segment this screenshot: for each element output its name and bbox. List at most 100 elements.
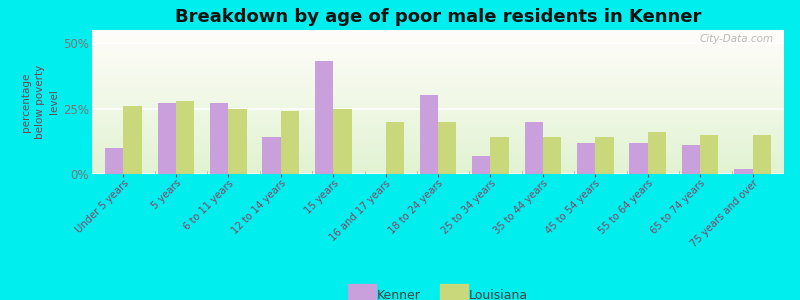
Bar <box>92 63 784 64</box>
Bar <box>176 101 194 174</box>
Bar <box>92 41 784 43</box>
Bar <box>92 125 784 127</box>
Bar <box>525 122 543 174</box>
Bar <box>92 164 784 165</box>
Bar <box>543 137 561 174</box>
Title: Breakdown by age of poor male residents in Kenner: Breakdown by age of poor male residents … <box>175 8 701 26</box>
Bar <box>92 53 784 55</box>
Legend: Kenner, Louisiana: Kenner, Louisiana <box>343 284 533 300</box>
Bar <box>92 144 784 145</box>
Bar <box>92 79 784 80</box>
Bar <box>92 112 784 113</box>
Bar <box>123 106 142 174</box>
Bar <box>92 70 784 72</box>
Bar <box>92 152 784 154</box>
Bar <box>92 116 784 118</box>
Bar <box>92 59 784 60</box>
Bar <box>92 170 784 171</box>
Bar <box>92 80 784 82</box>
Bar <box>92 95 784 96</box>
Bar <box>92 155 784 157</box>
Bar <box>92 52 784 53</box>
Bar <box>92 106 784 108</box>
Bar <box>92 158 784 160</box>
Bar <box>700 135 718 174</box>
Bar <box>92 161 784 163</box>
Bar <box>92 132 784 134</box>
Bar <box>92 76 784 77</box>
Bar <box>92 62 784 63</box>
Bar <box>92 33 784 34</box>
Bar <box>92 55 784 56</box>
Bar <box>92 47 784 49</box>
Bar <box>92 93 784 95</box>
Bar <box>92 148 784 149</box>
Bar <box>92 69 784 70</box>
Bar <box>92 75 784 76</box>
Bar <box>333 109 351 174</box>
Bar <box>92 57 784 59</box>
Bar <box>92 131 784 132</box>
Bar <box>92 98 784 99</box>
Bar <box>92 60 784 62</box>
Bar <box>753 135 771 174</box>
Bar <box>92 103 784 105</box>
Bar <box>92 86 784 88</box>
Bar <box>92 135 784 136</box>
Bar <box>92 171 784 172</box>
Bar <box>92 43 784 44</box>
Bar <box>92 157 784 158</box>
Bar <box>92 145 784 147</box>
Bar <box>92 49 784 50</box>
Bar <box>92 141 784 142</box>
Bar <box>92 99 784 100</box>
Bar <box>92 89 784 91</box>
Bar <box>92 105 784 106</box>
Bar <box>92 77 784 79</box>
Bar <box>92 73 784 75</box>
Bar <box>92 167 784 168</box>
Bar <box>92 30 784 31</box>
Bar <box>92 151 784 152</box>
Bar <box>315 61 333 174</box>
Bar <box>92 124 784 125</box>
Bar <box>92 122 784 124</box>
Bar <box>92 82 784 83</box>
Bar <box>420 95 438 174</box>
Y-axis label: percentage
below poverty
level: percentage below poverty level <box>21 65 59 139</box>
Bar <box>262 137 281 174</box>
Bar <box>92 168 784 170</box>
Bar <box>281 111 299 174</box>
Bar <box>92 154 784 155</box>
Bar <box>92 108 784 109</box>
Bar <box>92 109 784 111</box>
Bar <box>92 127 784 128</box>
Bar <box>92 91 784 92</box>
Bar <box>92 138 784 140</box>
Text: City-Data.com: City-Data.com <box>699 34 774 44</box>
Bar <box>158 103 176 174</box>
Bar <box>734 169 753 174</box>
Bar <box>92 40 784 41</box>
Bar <box>92 100 784 102</box>
Bar <box>210 103 228 174</box>
Bar <box>92 32 784 33</box>
Bar <box>92 39 784 40</box>
Bar <box>386 122 404 174</box>
Bar <box>92 34 784 36</box>
Bar <box>92 163 784 164</box>
Bar <box>92 136 784 138</box>
Bar <box>92 66 784 68</box>
Bar <box>92 96 784 98</box>
Bar <box>92 172 784 174</box>
Bar <box>92 50 784 52</box>
Bar <box>92 165 784 167</box>
Bar <box>92 37 784 39</box>
Bar <box>595 137 614 174</box>
Bar <box>92 121 784 122</box>
Bar <box>472 156 490 174</box>
Bar <box>92 85 784 86</box>
Bar <box>92 147 784 148</box>
Bar <box>92 129 784 131</box>
Bar <box>92 142 784 144</box>
